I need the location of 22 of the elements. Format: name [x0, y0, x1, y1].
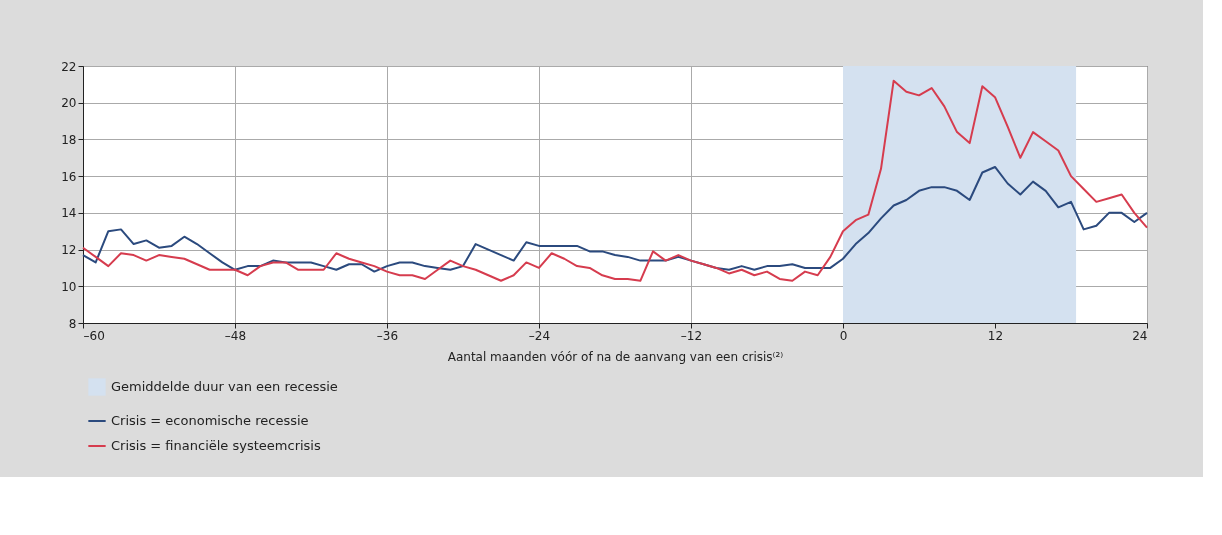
- line-series: [82, 79, 1148, 282]
- line-series: [82, 165, 1148, 273]
- y-tick-label: 16: [61, 169, 77, 184]
- y-tick-label: 18: [61, 132, 77, 147]
- x-tick-label: 0: [839, 328, 848, 343]
- x-axis-title: Aantal maanden vóór of na de aanvang van een crisis⁽²⁾: [447, 349, 784, 364]
- y-tick-label: 22: [61, 59, 77, 74]
- x-tick-label: –60: [83, 328, 105, 343]
- legend-label: Crisis = financiële systeemcrisis: [111, 438, 321, 453]
- x-tick-label: –48: [224, 328, 247, 343]
- y-tick-label: 8: [68, 316, 77, 331]
- x-tick-label: –12: [680, 328, 703, 343]
- x-tick-label: 12: [987, 328, 1004, 343]
- x-tick-label: –36: [376, 328, 399, 343]
- legend-label: Gemiddelde duur van een recessie: [111, 379, 338, 394]
- y-tick-label: 14: [61, 206, 77, 221]
- x-tick-label: –24: [528, 328, 551, 343]
- y-tick-label: 20: [61, 96, 77, 111]
- y-tick-label: 10: [61, 279, 77, 294]
- x-tick-label: 24: [1132, 328, 1148, 343]
- y-tick-label: 12: [61, 243, 77, 258]
- legend-label: Crisis = economische recessie: [111, 413, 309, 428]
